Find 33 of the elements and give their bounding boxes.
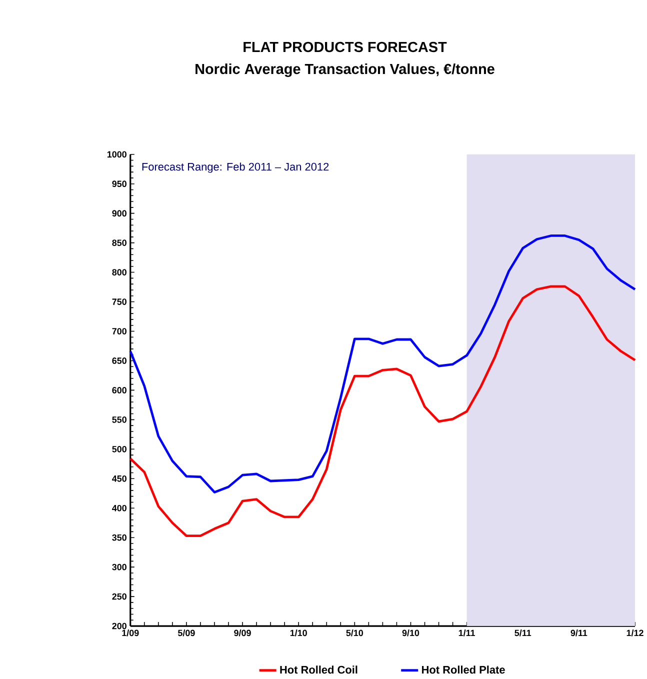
y-tick-label: 950 bbox=[112, 180, 126, 188]
x-tick-label: 9/10 bbox=[402, 630, 420, 636]
y-tick-label: 300 bbox=[112, 564, 126, 570]
legend-label: Hot Rolled Plate bbox=[422, 666, 505, 674]
y-tick-label: 800 bbox=[112, 269, 126, 276]
y-tick-label: 400 bbox=[112, 504, 126, 512]
y-tick-label: 250 bbox=[112, 593, 126, 600]
x-tick-label: 1/12 bbox=[626, 630, 644, 636]
y-tick-label: 700 bbox=[112, 328, 126, 334]
x-tick-label: 5/11 bbox=[514, 630, 532, 636]
x-tick-label: 1/10 bbox=[290, 630, 307, 636]
annotation: Forecast Range: Feb 2011 – Jan 2012 bbox=[142, 162, 329, 173]
x-tick-label: 5/09 bbox=[178, 630, 195, 636]
line-series bbox=[129, 285, 636, 538]
y-tick-label: 600 bbox=[112, 387, 126, 394]
y-tick-label: 1000 bbox=[107, 151, 126, 158]
x-tick-label: 1/11 bbox=[458, 630, 475, 636]
y-tick-label: 500 bbox=[112, 446, 126, 452]
legend-label: Hot Rolled Coil bbox=[280, 666, 358, 674]
chart-subtitle: Nordic Average Transaction Values, €/tonne bbox=[196, 63, 494, 78]
x-tick-label: 5/10 bbox=[346, 630, 363, 636]
chart-title: FLAT PRODUCTS FORECAST bbox=[244, 42, 447, 52]
y-tick-label: 650 bbox=[112, 358, 126, 364]
x-tick-label: 9/11 bbox=[570, 630, 588, 636]
y-tick-label: 200 bbox=[112, 622, 126, 630]
x-tick-label: 9/09 bbox=[234, 630, 251, 636]
y-tick-label: 900 bbox=[112, 210, 126, 217]
y-tick-label: 550 bbox=[112, 416, 126, 423]
x-tick-label: 1/09 bbox=[122, 630, 139, 636]
y-tick-label: 850 bbox=[112, 240, 126, 246]
y-tick-label: 450 bbox=[112, 475, 126, 482]
y-tick-label: 750 bbox=[112, 298, 126, 305]
y-tick-label: 350 bbox=[112, 534, 126, 541]
